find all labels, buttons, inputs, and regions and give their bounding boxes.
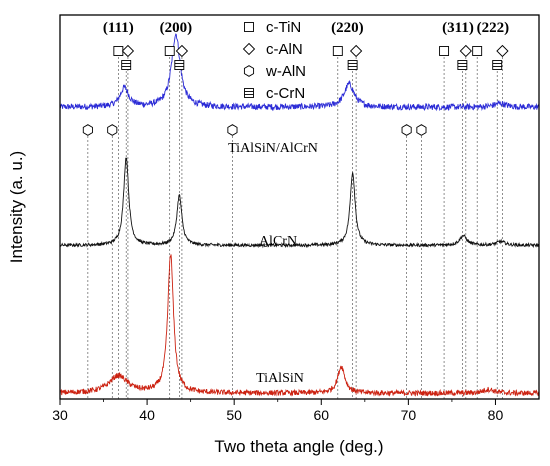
phase-marker-c-AlN — [121, 44, 135, 58]
legend-marker-c-TiN — [244, 22, 254, 32]
x-tick-label: 30 — [52, 407, 68, 423]
legend-label: w-AlN — [265, 63, 306, 80]
curve-label: TiAlSiN/AlCrN — [228, 141, 318, 156]
plot-frame — [59, 14, 540, 400]
reference-lines — [87, 57, 503, 399]
curve-label: AlCrN — [259, 234, 297, 249]
phase-marker-c-TiN — [164, 46, 175, 56]
legend-label: c-CrN — [266, 85, 305, 102]
hkl-label: (111) — [103, 20, 134, 36]
phase-marker-c-CrN — [174, 60, 185, 70]
curve-labels: TiAlSiN/AlCrN AlCrN TiAlSiN — [228, 141, 318, 386]
phase-marker-c-AlN — [175, 44, 189, 58]
phase-marker-c-TiN — [113, 46, 124, 56]
x-tick-label: 60 — [313, 407, 329, 423]
series-line-alcrn — [59, 157, 540, 249]
series-line-tialsin — [59, 254, 540, 397]
hkl-label: (311) — [442, 20, 474, 36]
x-tick-label: 40 — [139, 407, 155, 423]
phase-marker-c-AlN — [459, 44, 472, 58]
phase-marker-c-CrN — [347, 60, 358, 70]
phase-marker-c-TiN — [472, 46, 483, 56]
legend-label: c-AlN — [266, 41, 303, 58]
hkl-label: (220) — [331, 20, 364, 36]
phase-marker-c-CrN — [457, 60, 468, 70]
x-tick-label: 50 — [226, 407, 242, 423]
phase-marker-w-AlN — [227, 124, 238, 136]
x-tick-label: 70 — [401, 407, 417, 423]
phase-marker-c-AlN — [349, 44, 363, 58]
hkl-label: (200) — [160, 20, 193, 36]
phase-marker-c-CrN — [492, 60, 503, 70]
legend-marker-c-CrN — [244, 88, 254, 98]
series-layer — [59, 33, 540, 397]
legend-marker-c-AlN — [242, 42, 256, 56]
phase-marker-c-TiN — [439, 46, 450, 56]
phase-marker-w-AlN — [401, 124, 412, 136]
x-axis: 30 40 50 60 70 80 — [52, 399, 503, 423]
phase-markers — [82, 44, 509, 136]
hkl-labels: (111) (200) (220) (311) (222) — [103, 20, 509, 36]
phase-marker-w-AlN — [82, 124, 93, 136]
legend: c-TiN c-AlN w-AlN c-CrN — [242, 19, 306, 102]
x-axis-label: Two theta angle (deg.) — [214, 437, 383, 456]
x-tick-label: 80 — [488, 407, 504, 423]
hkl-label: (222) — [477, 20, 510, 36]
y-axis-label: Intensity (a. u.) — [7, 151, 26, 263]
phase-marker-c-TiN — [332, 46, 343, 56]
series-line-tialsin-alcrn — [59, 33, 540, 112]
phase-marker-c-CrN — [121, 60, 132, 70]
phase-marker-w-AlN — [107, 124, 118, 136]
phase-marker-c-AlN — [496, 44, 509, 58]
legend-marker-w-AlN — [243, 65, 255, 77]
phase-marker-w-AlN — [416, 124, 427, 136]
curve-label: TiAlSiN — [256, 371, 304, 386]
legend-label: c-TiN — [266, 19, 301, 36]
